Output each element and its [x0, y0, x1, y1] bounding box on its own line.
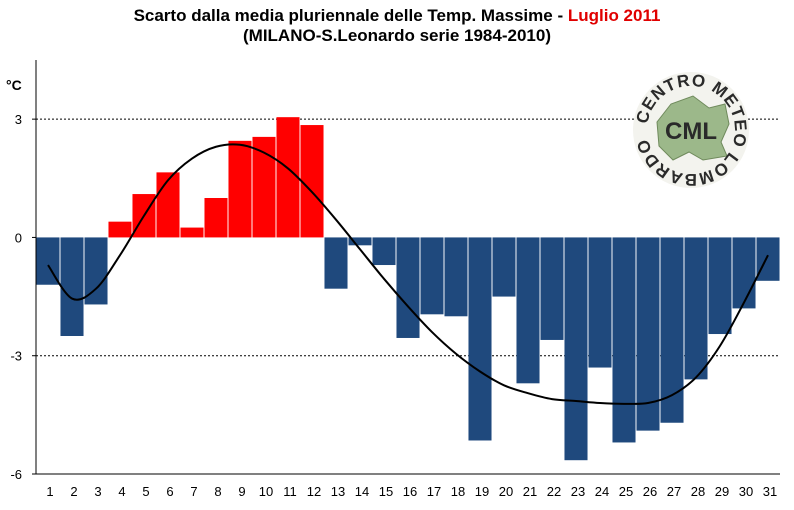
x-tick-label: 30 — [739, 484, 753, 499]
bar — [420, 237, 444, 315]
bar — [84, 237, 108, 305]
bar — [348, 237, 372, 246]
bar — [516, 237, 540, 384]
cml-logo: CENTRO METEO LOMBARDO CML — [632, 71, 749, 189]
x-tick-label: 14 — [355, 484, 369, 499]
x-tick-labels: 1 2 3 4 5 6 7 8 9 10 11 12 13 14 15 16 17 18 19 20 21 22 23 24 2… — [46, 484, 777, 499]
x-tick-label: 8 — [214, 484, 221, 499]
bar — [300, 125, 324, 238]
y-tick-label: -3 — [10, 349, 22, 364]
x-tick-label: 5 — [142, 484, 149, 499]
bar — [444, 237, 468, 317]
y-tick-label: 3 — [15, 112, 22, 127]
bar — [756, 237, 780, 281]
trend-curve — [47, 143, 769, 405]
bar — [684, 237, 708, 380]
bar — [60, 237, 84, 336]
x-tick-label: 22 — [547, 484, 561, 499]
bar — [228, 140, 252, 238]
bar — [468, 237, 492, 441]
y-tick-labels: -6 -3 0 3 — [10, 112, 36, 482]
bar — [660, 237, 684, 423]
bar — [732, 237, 756, 309]
chart-title-highlight: Luglio 2011 — [567, 6, 661, 25]
chart-subtitle: (MILANO-S.Leonardo serie 1984-2010) — [243, 26, 551, 45]
x-tick-label: 15 — [379, 484, 393, 499]
x-tick-label: 18 — [451, 484, 465, 499]
x-tick-label: 16 — [403, 484, 417, 499]
bar — [180, 227, 204, 238]
y-axis-label: °C — [6, 77, 22, 93]
lombardy-map-icon — [656, 95, 730, 161]
x-tick-label: 2 — [70, 484, 77, 499]
x-tick-label: 24 — [595, 484, 609, 499]
bar — [588, 237, 612, 368]
x-tick-label: 4 — [118, 484, 125, 499]
bar — [708, 237, 732, 335]
x-tick-label: 6 — [166, 484, 173, 499]
x-tick-label: 12 — [307, 484, 321, 499]
x-tick-label: 7 — [190, 484, 197, 499]
x-tick-label: 23 — [571, 484, 585, 499]
chart-title-prefix: Scarto dalla media pluriennale delle Tem… — [133, 6, 568, 25]
x-tick-label: 1 — [46, 484, 53, 499]
bar — [396, 237, 420, 338]
x-tick-label: 9 — [238, 484, 245, 499]
chart-title: Scarto dalla media pluriennale delle Tem… — [0, 6, 794, 46]
x-tick-label: 31 — [763, 484, 777, 499]
x-tick-label: 11 — [283, 484, 297, 499]
bars — [36, 117, 780, 461]
logo-center-text: CML — [665, 118, 717, 145]
x-tick-label: 28 — [691, 484, 705, 499]
bar — [324, 237, 348, 289]
x-tick-label: 26 — [643, 484, 657, 499]
bar — [156, 172, 180, 238]
bar — [564, 237, 588, 461]
bar — [492, 237, 516, 297]
x-tick-label: 19 — [475, 484, 489, 499]
bar — [276, 117, 300, 238]
x-tick-label: 17 — [427, 484, 441, 499]
y-tick-label: -6 — [10, 467, 22, 482]
bar — [636, 237, 660, 431]
x-tick-label: 13 — [331, 484, 345, 499]
x-tick-label: 21 — [523, 484, 537, 499]
bar — [372, 237, 396, 266]
bar — [540, 237, 564, 340]
y-tick-label: 0 — [15, 230, 22, 245]
bar — [204, 198, 228, 238]
x-tick-label: 10 — [259, 484, 273, 499]
bar — [252, 136, 276, 238]
x-tick-label: 25 — [619, 484, 633, 499]
x-tick-label: 27 — [667, 484, 681, 499]
chart-title-line1: Scarto dalla media pluriennale delle Tem… — [0, 6, 794, 26]
bar — [108, 221, 132, 238]
x-tick-label: 29 — [715, 484, 729, 499]
x-tick-label: 20 — [499, 484, 513, 499]
bar — [612, 237, 636, 443]
x-tick-label: 3 — [94, 484, 101, 499]
